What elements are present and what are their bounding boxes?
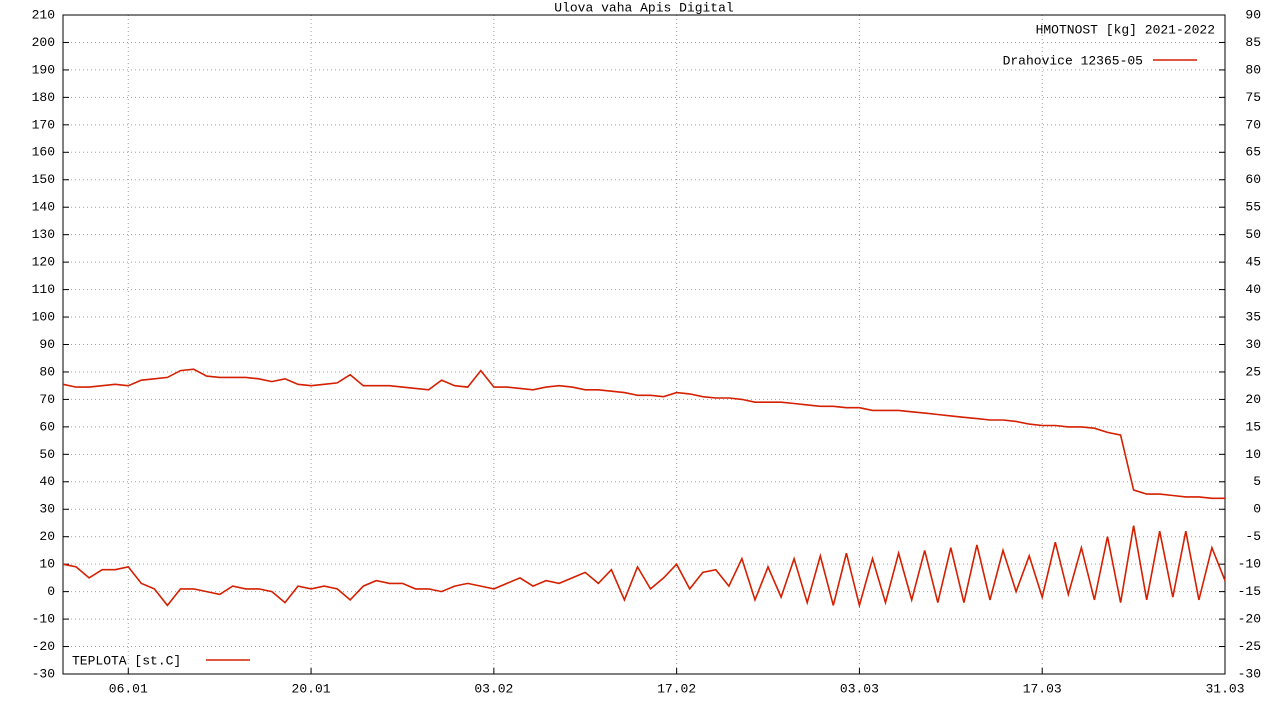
y-tick-label: 200	[32, 35, 55, 50]
x-tick-label: 17.02	[657, 681, 696, 696]
y-tick-label: 160	[32, 145, 55, 160]
y2-tick-label: 60	[1245, 172, 1261, 187]
y-tick-label: 170	[32, 117, 55, 132]
y-tick-label: 90	[39, 337, 55, 352]
y2-tick-label: 5	[1253, 474, 1261, 489]
plot-frame	[62, 14, 1226, 675]
y2-tick-label: -20	[1238, 612, 1261, 627]
y2-tick-label: 70	[1245, 117, 1261, 132]
y-tick-label: 150	[32, 172, 55, 187]
y-tick-label: 40	[39, 474, 55, 489]
y2-tick-label: -10	[1238, 557, 1261, 572]
y-tick-label: 80	[39, 364, 55, 379]
y2-tick-label: 0	[1253, 502, 1261, 517]
y-tick-label: 100	[32, 309, 55, 324]
x-tick-label: 20.01	[292, 681, 331, 696]
x-tick-label: 03.03	[840, 681, 879, 696]
y-tick-label: 110	[32, 282, 55, 297]
series-line	[62, 368, 1225, 500]
y-tick-label: 140	[32, 200, 55, 215]
y2-tick-label: 90	[1245, 7, 1261, 22]
y2-tick-label: 10	[1245, 447, 1261, 462]
x-tick-label: 17.03	[1023, 681, 1062, 696]
y2-tick-label: -5	[1245, 529, 1261, 544]
y2-tick-label: 20	[1245, 392, 1261, 407]
y2-tick-label: -15	[1238, 584, 1261, 599]
y-tick-label: 60	[39, 419, 55, 434]
y2-tick-label: 75	[1245, 90, 1261, 105]
y-tick-label: -20	[32, 639, 55, 654]
y2-tick-label: 30	[1245, 337, 1261, 352]
y-tick-label: -10	[32, 612, 55, 627]
x-tick-label: 06.01	[109, 681, 148, 696]
y-tick-label: 180	[32, 90, 55, 105]
chart-title: Ulova vaha Apis Digital	[554, 0, 734, 15]
y2-tick-label: 25	[1245, 364, 1261, 379]
y-tick-label: 0	[47, 584, 55, 599]
y2-tick-label: 15	[1245, 419, 1261, 434]
series-line	[62, 525, 1226, 609]
y-tick-label: 120	[32, 255, 55, 270]
y2-tick-label: 80	[1245, 62, 1261, 77]
y2-tick-label: 50	[1245, 227, 1261, 242]
y-tick-label: 10	[39, 557, 55, 572]
y-tick-label: 30	[39, 502, 55, 517]
x-tick-label: 03.02	[474, 681, 513, 696]
legend-label: Drahovice 12365-05	[1003, 53, 1143, 68]
x-tick-label: 31.03	[1205, 681, 1244, 696]
y-tick-label: 190	[32, 62, 55, 77]
y-tick-label: 20	[39, 529, 55, 544]
y2-tick-label: 45	[1245, 255, 1261, 270]
y2-tick-label: 40	[1245, 282, 1261, 297]
y-tick-label: 130	[32, 227, 55, 242]
y-tick-label: 210	[32, 7, 55, 22]
y2-tick-label: 55	[1245, 200, 1261, 215]
legend-title: HMOTNOST [kg] 2021-2022	[1036, 22, 1215, 37]
y2-tick-label: 85	[1245, 35, 1261, 50]
y-tick-label: 50	[39, 447, 55, 462]
legend-label: TEPLOTA [st.C]	[72, 653, 181, 668]
y2-tick-label: 65	[1245, 145, 1261, 160]
y-tick-label: -30	[32, 666, 55, 681]
y-tick-label: 70	[39, 392, 55, 407]
y2-tick-label: -30	[1238, 666, 1261, 681]
y2-tick-label: -25	[1238, 639, 1261, 654]
y2-tick-label: 35	[1245, 309, 1261, 324]
